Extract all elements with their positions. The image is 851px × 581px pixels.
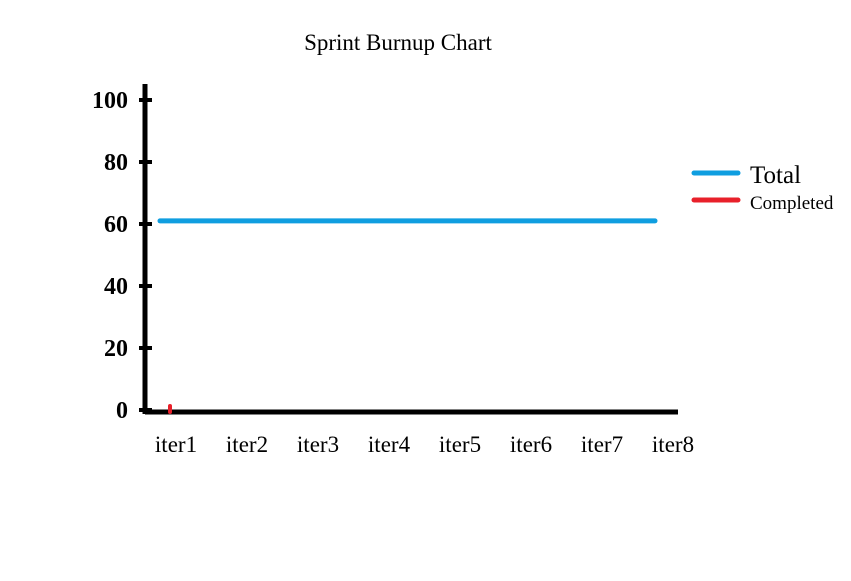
y-tick-label: 80 — [104, 150, 128, 176]
legend-label-completed: Completed — [750, 193, 834, 214]
chart-title: Sprint Burnup Chart — [304, 30, 492, 55]
y-tick-label: 20 — [104, 336, 128, 362]
x-tick-label: iter3 — [297, 432, 339, 457]
x-tick-label: iter7 — [581, 432, 623, 457]
x-tick-label: iter1 — [155, 432, 197, 457]
legend-label-total: Total — [750, 162, 801, 189]
x-tick-label: iter6 — [510, 432, 552, 457]
series-layer — [157, 218, 658, 414]
x-ticks: iter1 iter2 iter3 iter4 iter5 iter6 iter7 iter8 — [155, 432, 694, 457]
x-tick-label: iter2 — [226, 432, 268, 457]
y-tick-label: 100 — [92, 88, 128, 114]
legend: Total Completed — [691, 162, 834, 214]
x-tick-label: iter5 — [439, 432, 481, 457]
x-tick-label: iter4 — [368, 432, 411, 457]
y-tick-label: 40 — [104, 274, 128, 300]
x-tick-label: iter8 — [652, 432, 694, 457]
y-tick-label: 0 — [116, 398, 128, 424]
y-tick-label: 60 — [104, 212, 128, 238]
y-ticks: 0 20 40 60 80 100 — [92, 88, 152, 424]
axes — [142, 84, 678, 415]
